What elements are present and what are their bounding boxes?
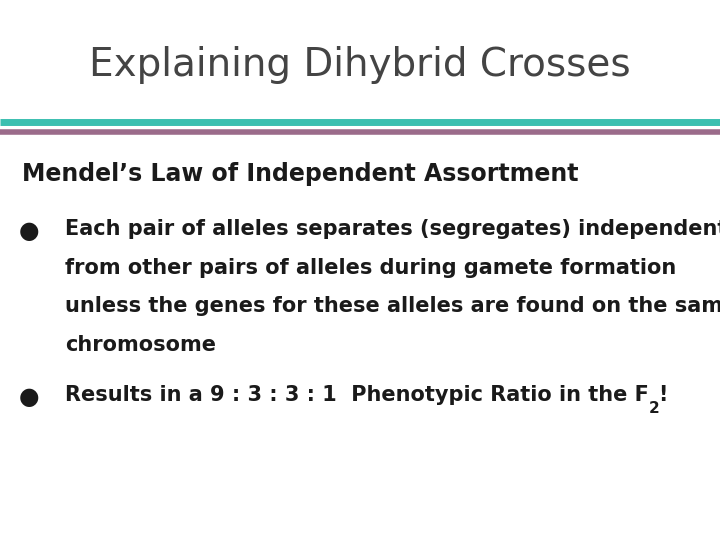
Text: from other pairs of alleles during gamete formation: from other pairs of alleles during gamet… (65, 258, 676, 278)
Text: ●: ● (19, 219, 39, 242)
Text: ●: ● (19, 385, 39, 409)
Text: Explaining Dihybrid Crosses: Explaining Dihybrid Crosses (89, 46, 631, 84)
Text: 2: 2 (649, 401, 660, 416)
Text: unless the genes for these alleles are found on the same: unless the genes for these alleles are f… (65, 296, 720, 316)
Text: Each pair of alleles separates (segregates) independent: Each pair of alleles separates (segregat… (65, 219, 720, 239)
Text: !: ! (658, 385, 667, 405)
Text: Results in a 9 : 3 : 3 : 1  Phenotypic Ratio in the F: Results in a 9 : 3 : 3 : 1 Phenotypic Ra… (65, 385, 649, 405)
Text: chromosome: chromosome (65, 335, 216, 355)
Text: Mendel’s Law of Independent Assortment: Mendel’s Law of Independent Assortment (22, 162, 578, 186)
